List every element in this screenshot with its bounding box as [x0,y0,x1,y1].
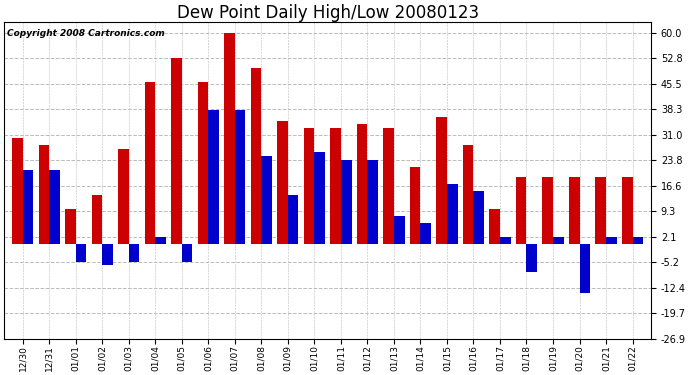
Bar [606,237,617,244]
Bar [102,244,113,265]
Bar [155,237,166,244]
Bar [304,128,315,244]
Bar [208,110,219,244]
Bar [500,237,511,244]
Bar [92,195,102,244]
Bar [410,166,420,244]
Bar [39,146,49,244]
Bar [341,159,351,244]
Bar [447,184,457,244]
Bar [516,177,526,244]
Bar [181,244,193,261]
Bar [420,223,431,244]
Bar [553,237,564,244]
Bar [145,82,155,244]
Bar [65,209,76,244]
Bar [394,216,404,244]
Bar [250,68,262,244]
Bar [473,191,484,244]
Bar [384,128,394,244]
Bar [595,177,606,244]
Bar [288,195,299,244]
Bar [367,159,378,244]
Bar [633,237,643,244]
Bar [357,124,367,244]
Bar [235,110,246,244]
Bar [171,57,181,244]
Bar [277,121,288,244]
Bar [76,244,86,261]
Bar [526,244,537,272]
Bar [569,177,580,244]
Bar [463,146,473,244]
Bar [224,33,235,244]
Bar [542,177,553,244]
Text: Copyright 2008 Cartronics.com: Copyright 2008 Cartronics.com [8,28,165,38]
Title: Dew Point Daily High/Low 20080123: Dew Point Daily High/Low 20080123 [177,4,479,22]
Bar [12,138,23,244]
Bar [129,244,139,261]
Bar [315,153,325,244]
Bar [198,82,208,244]
Bar [262,156,272,244]
Bar [118,149,129,244]
Bar [489,209,500,244]
Bar [580,244,590,293]
Bar [622,177,633,244]
Bar [436,117,447,244]
Bar [49,170,60,244]
Bar [331,128,341,244]
Bar [23,170,33,244]
